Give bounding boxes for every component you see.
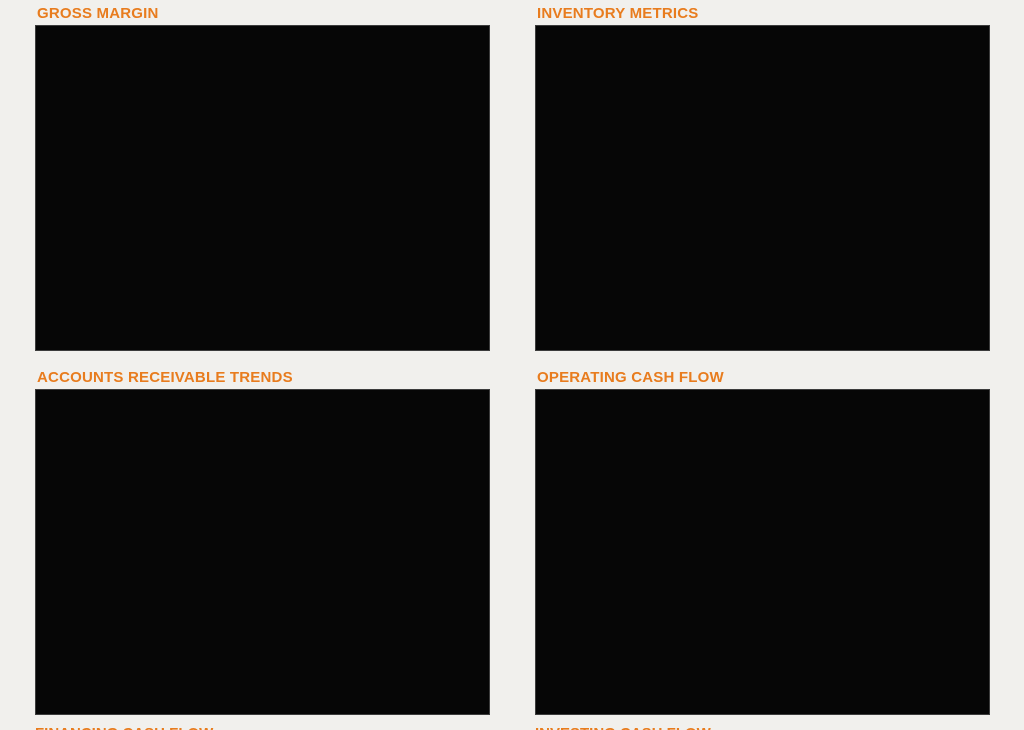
inventory-metrics-chart bbox=[535, 25, 990, 351]
financing-cash-flow-title: FINANCING CASH FLOW bbox=[35, 725, 490, 730]
operating-cash-flow-title: OPERATING CASH FLOW bbox=[537, 369, 724, 386]
inventory-metrics-quad: INVENTORY METRICS bbox=[535, 3, 990, 351]
investing-cash-flow-title: INVESTING CASH FLOW bbox=[535, 725, 990, 730]
inventory-metrics-title: INVENTORY METRICS bbox=[537, 5, 699, 22]
gross-margin-title: GROSS MARGIN bbox=[37, 5, 159, 22]
operating-cash-flow-chart bbox=[535, 389, 990, 715]
accounts-receivable-title: ACCOUNTS RECEIVABLE TRENDS bbox=[37, 369, 293, 386]
gross-margin-quad: GROSS MARGIN bbox=[35, 3, 490, 351]
next-row-partial-titles: FINANCING CASH FLOW INVESTING CASH FLOW bbox=[35, 725, 990, 730]
gross-margin-chart bbox=[35, 25, 490, 351]
accounts-receivable-quad: ACCOUNTS RECEIVABLE TRENDS bbox=[35, 367, 490, 715]
accounts-receivable-chart bbox=[35, 389, 490, 715]
operating-cash-flow-quad: OPERATING CASH FLOW bbox=[535, 367, 990, 715]
